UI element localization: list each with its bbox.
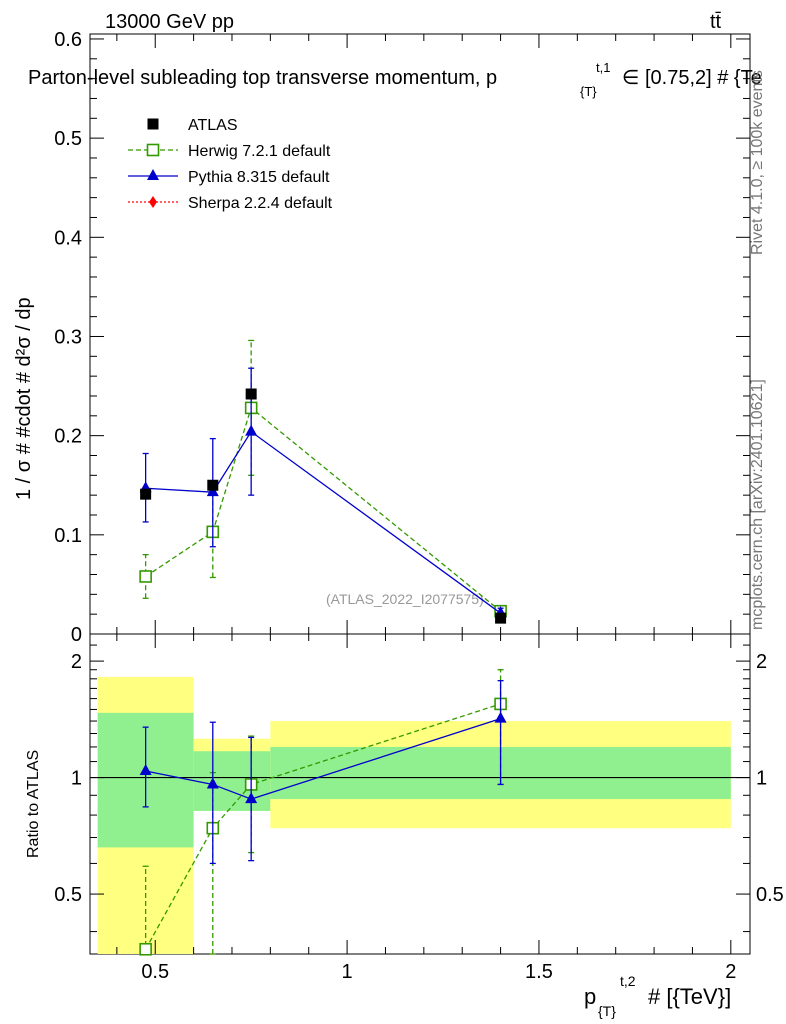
legend-item: Sherpa 2.2.4 default [128,195,333,212]
ratio-y-tick-label-right: 0.5 [756,884,784,906]
legend-marker [147,118,159,130]
ratio-pythia-point [139,763,152,775]
energy-label: 13000 GeV pp [105,11,234,33]
y-tick-label: 0.5 [54,128,82,150]
y-tick-label: 0 [71,624,82,646]
ratio-y-tick-label-left: 2 [71,651,82,673]
ratio-series [139,669,507,956]
y-axis-label-main: 1 / σ # #cdot # d²σ / dp [13,297,35,500]
x-label-main: p [584,984,596,1009]
main-atlas-point [495,612,507,624]
legend-label: Pythia 8.315 default [188,169,330,186]
main-pythia-line [145,430,501,614]
ratio-pythia-line [145,718,501,800]
ratio-y-tick-label-right: 2 [756,651,767,673]
y-axis-label-ratio: Ratio to ATLAS [25,750,42,858]
main-herwig-line [145,406,501,612]
title-sub: {T} [580,84,597,99]
legend-marker [147,169,159,180]
legend: ATLAS Herwig 7.2.1 default Pythia 8.315 de… [128,117,333,212]
mcplots-label: mcplots.cern.ch [arXiv:2401.10621] [749,379,766,630]
ratio-bands [90,676,750,954]
y-axis-ratio-text: Ratio to ATLAS [25,750,42,858]
x-tick-label: 2 [725,961,736,983]
legend-label: Herwig 7.2.1 default [188,143,331,160]
x-axis-label: p {T} t,2 # [{TeV}] [584,973,731,1019]
y-tick-label: 0.4 [54,227,82,249]
legend-label: ATLAS [188,117,238,134]
rivet-label-text: Rivet 4.1.0, ≥ 100k events [749,70,766,255]
main-series [139,339,507,624]
x-label-sup: t,2 [620,973,636,989]
ratio-pythia-point [206,777,219,789]
legend-item: Herwig 7.2.1 default [128,143,331,160]
title-main: Parton-level subleading top transverse m… [28,67,497,89]
ratio-y-tick-label-left: 0.5 [54,884,82,906]
rivet-label: Rivet 4.1.0, ≥ 100k events [749,70,766,255]
main-pythia-point [245,424,258,436]
ratio-y-tick-label-left: 1 [71,768,82,790]
ratio-y-tick-label-right: 1 [756,768,767,790]
legend-item: Pythia 8.315 default [128,169,330,186]
legend-marker [146,143,160,157]
x-tick-label: 1.5 [525,961,553,983]
ratio-pythia-point [494,711,507,723]
ratio-band-inner [193,751,271,811]
y-tick-label: 0.6 [54,29,82,51]
title-tail: ∈ [0.75,2] # {Te [622,67,762,89]
main-atlas-point [207,479,219,491]
ratio-pythia-point [245,792,258,804]
main-atlas-point [140,488,152,500]
y-tick-label: 0.1 [54,525,82,547]
x-label-tail: # [{TeV}] [648,984,731,1009]
mcplots-label-text: mcplots.cern.ch [arXiv:2401.10621] [749,379,766,630]
ratio-plot-frame [89,633,751,955]
x-tick-label: 1 [342,961,353,983]
plot-title: Parton-level subleading top transverse m… [28,60,762,99]
ratio-herwig-point [139,942,152,956]
legend-label: Sherpa 2.2.4 default [188,195,333,212]
x-label-sub: {T} [598,1003,616,1019]
y-tick-label: 0.2 [54,426,82,448]
x-tick-label: 0.5 [141,961,169,983]
y-tick-label: 0.3 [54,326,82,348]
main-atlas-point [245,388,257,400]
axes-ticks: 0 0.1 0.2 0.3 0.4 0.5 0.6 0.5 0.5 1 1 2 2 0.5 1 1.5 2 [54,29,784,983]
y-axis-label-text: 1 / σ # #cdot # d²σ / dp [13,297,35,500]
legend-marker [149,196,157,208]
main-herwig-point [139,570,152,583]
analysis-watermark: (ATLAS_2022_I2077575) [326,591,484,607]
legend-item: ATLAS [147,117,238,134]
process-label: tt̄ [710,11,722,33]
title-sup: t,1 [596,60,610,75]
